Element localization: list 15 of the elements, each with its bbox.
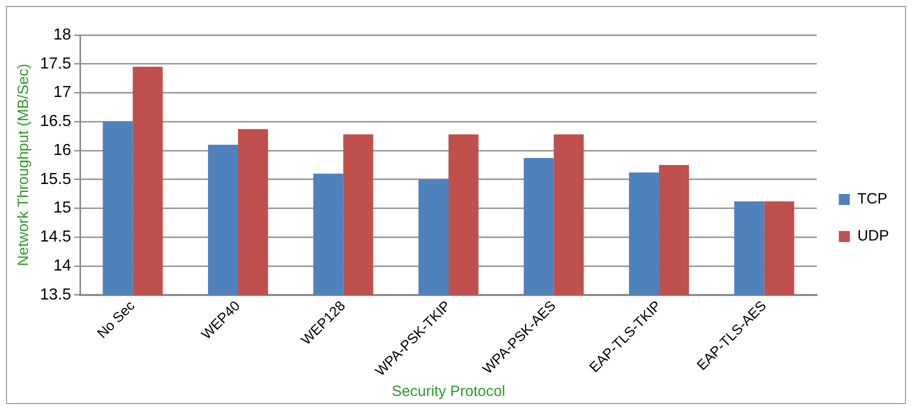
x-axis-title: Security Protocol [392, 383, 506, 400]
y-tick-label: 18 [53, 26, 72, 44]
legend-label: TCP [857, 190, 888, 208]
y-axis-title: Network Throughput (MB/Sec) [15, 64, 32, 266]
y-tick-label: 16 [53, 142, 72, 159]
legend-label: UDP [857, 228, 889, 245]
y-tick-label: 15.5 [40, 170, 72, 188]
x-tick-label: No Sec [94, 297, 138, 342]
y-tick-label: 17.5 [40, 55, 72, 72]
y-tick-label: 15 [53, 200, 72, 217]
y-tick-label: 16.5 [40, 113, 72, 130]
y-tick-label: 13.5 [40, 286, 72, 304]
y-tick-label: 14.5 [40, 228, 72, 246]
y-tick-label: 17 [53, 84, 72, 102]
y-tick-label: 14 [53, 257, 72, 274]
